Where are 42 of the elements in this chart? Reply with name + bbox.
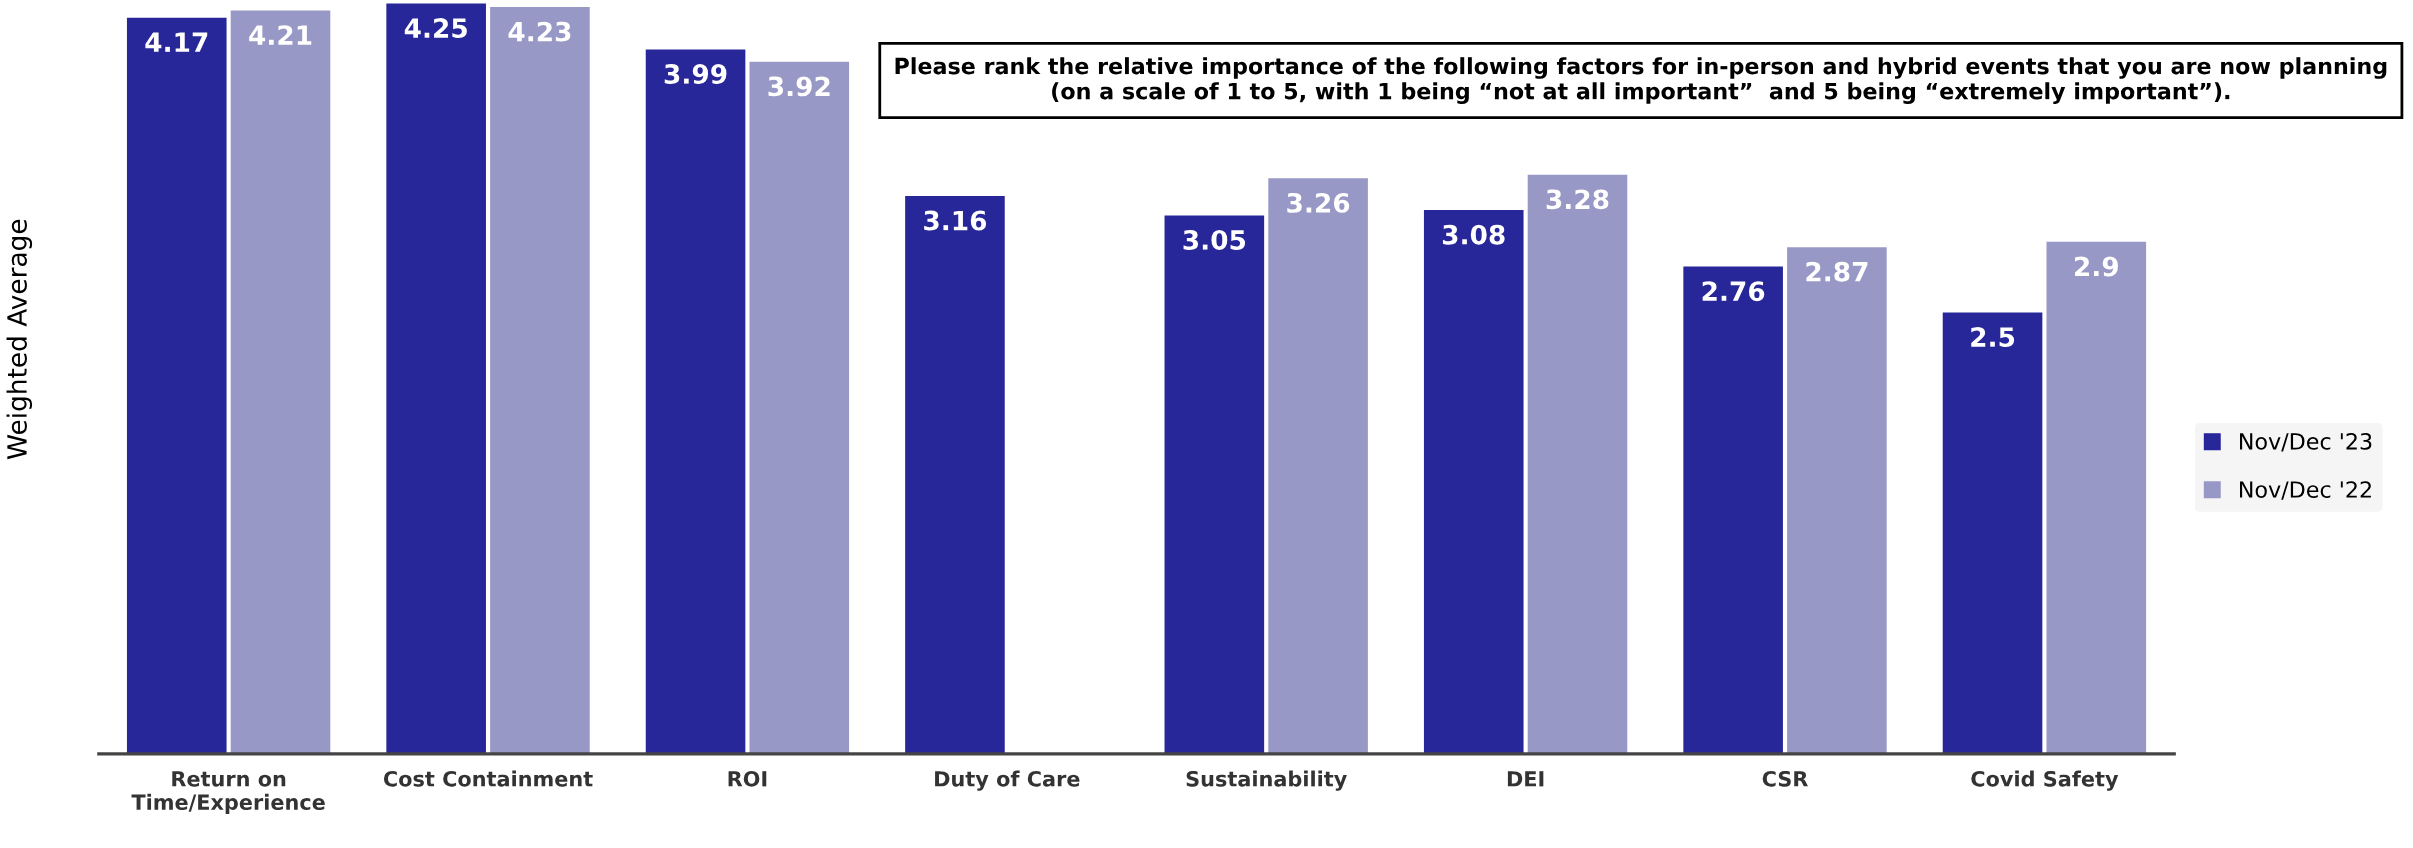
data-label: 3.08 [1442,224,1505,245]
x-tick-label: CSR [1762,770,1808,787]
bar [905,195,1005,754]
legend-label: Nov/Dec '22 [2240,481,2371,500]
data-label: 2.87 [1806,261,1868,282]
x-tick-label: Cost Containment [383,770,593,787]
legend-label: Nov/Dec '23 [2240,432,2372,452]
x-tick-label: Covid Safety [1971,770,2119,791]
bar [2046,241,2147,754]
data-label: 3.05 [1183,229,1246,250]
bar [1942,312,2043,754]
data-label: 4.23 [508,21,571,42]
x-tick-label: Sustainability [1186,770,1347,791]
data-label: 2.5 [1971,327,2015,348]
bar [1164,215,1265,754]
data-label: 4.21 [249,25,312,45]
data-label: 4.25 [404,18,467,39]
data-label: 2.76 [1702,281,1765,302]
x-tick-label: ROI [728,770,767,787]
bar [126,17,227,754]
y-axis-title: Weighted Average [6,219,33,460]
text: Please rank the relative importance of the following factors for in-person and hybrid events that you are now planning (on a scale of 1 to 5, with 1 being “not at all important” and 5 being “extremely important”). [895,57,2387,104]
data-label: 2.9 [2075,256,2118,277]
bar [1787,247,1887,754]
bar [749,61,850,754]
x-tick-label: DEI [1507,771,1544,787]
data-label: 3.99 [664,64,727,84]
data-label: 3.16 [924,210,987,231]
bar [386,3,486,754]
data-label: 3.92 [768,76,830,97]
bar [490,7,590,754]
bar [1527,174,1628,754]
data-label: 4.17 [145,32,208,52]
bar [1683,266,1783,754]
data-label: 3.26 [1287,192,1350,213]
x-tick-label: Return on Time/Experience [131,771,325,815]
data-label: 3.28 [1546,189,1609,210]
x-tick-label: Duty of Care [935,770,1080,791]
bar [1423,210,1524,754]
bar [645,49,746,754]
bar [230,10,331,754]
bar [1268,178,1368,754]
